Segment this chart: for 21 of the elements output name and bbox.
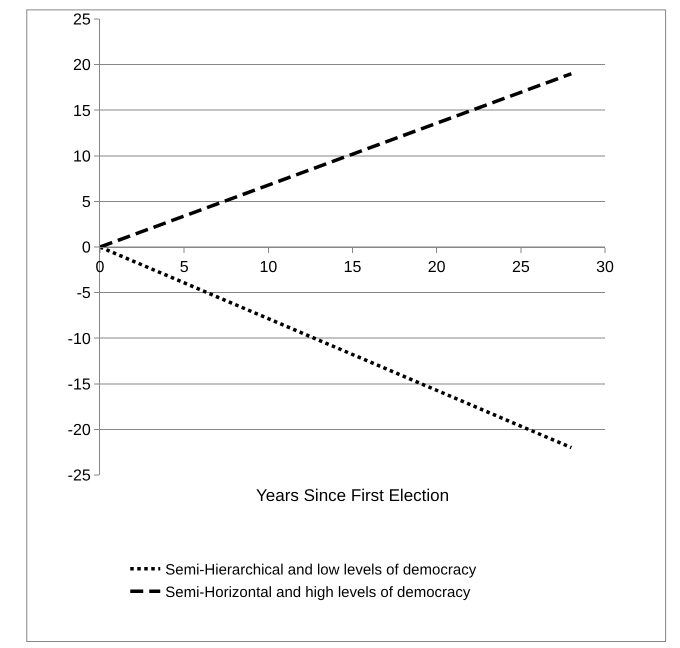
legend-label: Semi-Horizontal and high levels of democracy <box>165 584 471 602</box>
y-tick-label: -20 <box>68 422 91 439</box>
y-tick-label: 25 <box>73 12 91 29</box>
x-tick-label: 0 <box>96 259 105 276</box>
x-tick-label: 5 <box>180 259 189 276</box>
x-axis-title: Years Since First Election <box>256 486 450 505</box>
y-tick-label: 10 <box>73 148 91 166</box>
x-tick-label: 30 <box>596 259 614 276</box>
y-tick-label: 15 <box>73 102 91 120</box>
legend-label: Semi-Hierarchical and low levels of democracy <box>165 562 477 579</box>
y-tick-label: -10 <box>68 330 91 348</box>
y-tick-label: 5 <box>82 194 91 211</box>
y-tick-label: 20 <box>73 57 91 74</box>
x-tick-label: 20 <box>428 259 446 276</box>
x-tick-label: 10 <box>259 259 278 276</box>
x-tick-label: 25 <box>512 259 530 276</box>
x-tick-label: 15 <box>344 259 362 276</box>
y-tick-label: 0 <box>82 240 91 257</box>
y-tick-label: -5 <box>76 285 91 302</box>
y-tick-label: -25 <box>68 468 91 485</box>
y-tick-label: -15 <box>68 376 91 394</box>
